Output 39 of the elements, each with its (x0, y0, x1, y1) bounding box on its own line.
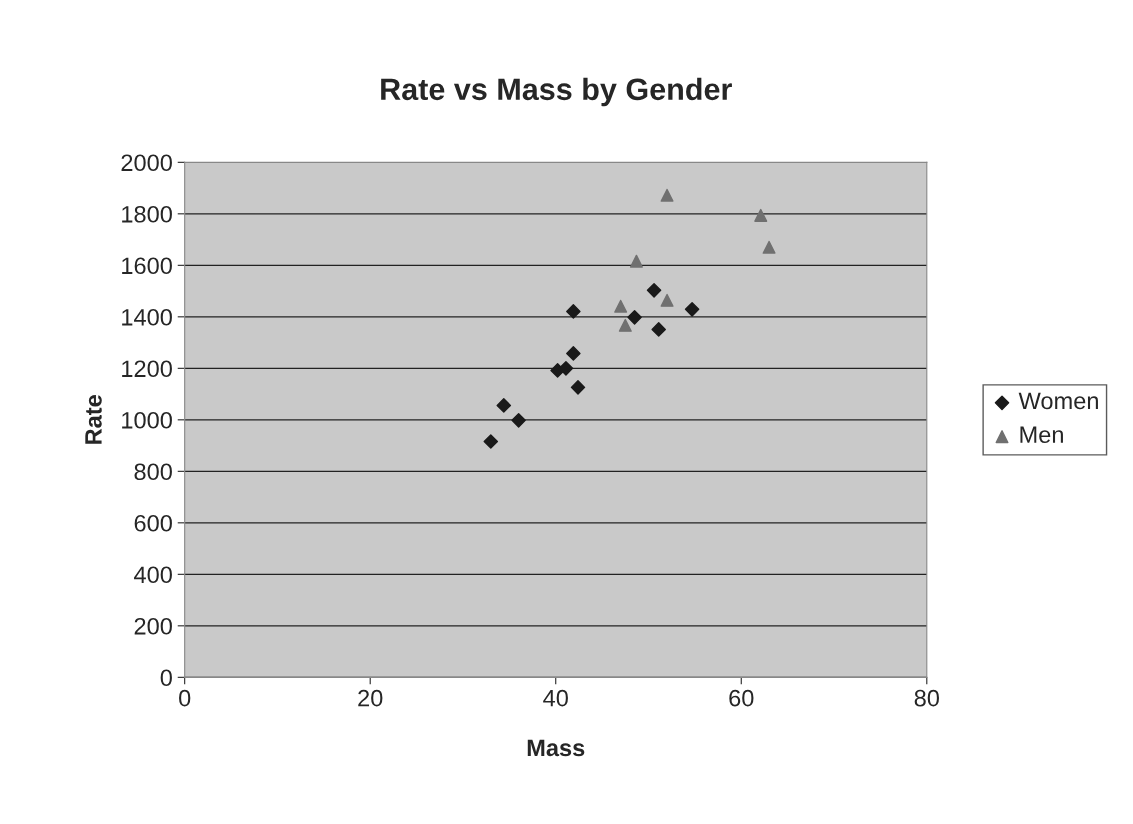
point (754, 208, 768, 222)
y-axis-title: Rate (85, 395, 102, 444)
point (483, 434, 499, 449)
legend-label: Men (1020, 426, 1063, 444)
x-tick-label: 20 (358, 689, 383, 707)
point (651, 322, 666, 337)
point (646, 283, 662, 298)
point (496, 398, 512, 413)
point (566, 304, 581, 319)
y-tick-label: 400 (134, 566, 172, 584)
point (614, 299, 628, 313)
x-axis-title: Mass (527, 739, 585, 757)
y-tick-label: 800 (134, 463, 172, 481)
y-tick-label: 200 (134, 617, 172, 635)
point (684, 302, 700, 317)
x-tick-label: 60 (729, 689, 754, 707)
point (627, 310, 642, 325)
point (570, 380, 586, 395)
point (566, 346, 581, 361)
y-tick-label: 1000 (122, 411, 172, 429)
x-tick-label: 40 (543, 689, 568, 707)
point (660, 293, 674, 307)
point (618, 318, 632, 332)
point (629, 254, 643, 268)
y-tick-label: 1800 (122, 205, 172, 223)
y-tick-label: 600 (134, 514, 172, 532)
y-tick-label: 1200 (122, 360, 172, 378)
x-tick-label: 0 (179, 689, 191, 707)
y-tick-label: 1400 (122, 308, 172, 326)
y-tick-label: 2000 (121, 154, 172, 172)
y-tick-label: 1600 (122, 257, 172, 275)
legend-label: Women (1018, 392, 1098, 410)
point (660, 188, 674, 202)
x-tick-label: 80 (914, 689, 939, 707)
point (558, 361, 574, 376)
point (511, 413, 526, 428)
chart-title: Rate vs Mass by Gender (381, 77, 732, 107)
y-tick-label: 0 (160, 669, 172, 687)
point (762, 240, 776, 254)
